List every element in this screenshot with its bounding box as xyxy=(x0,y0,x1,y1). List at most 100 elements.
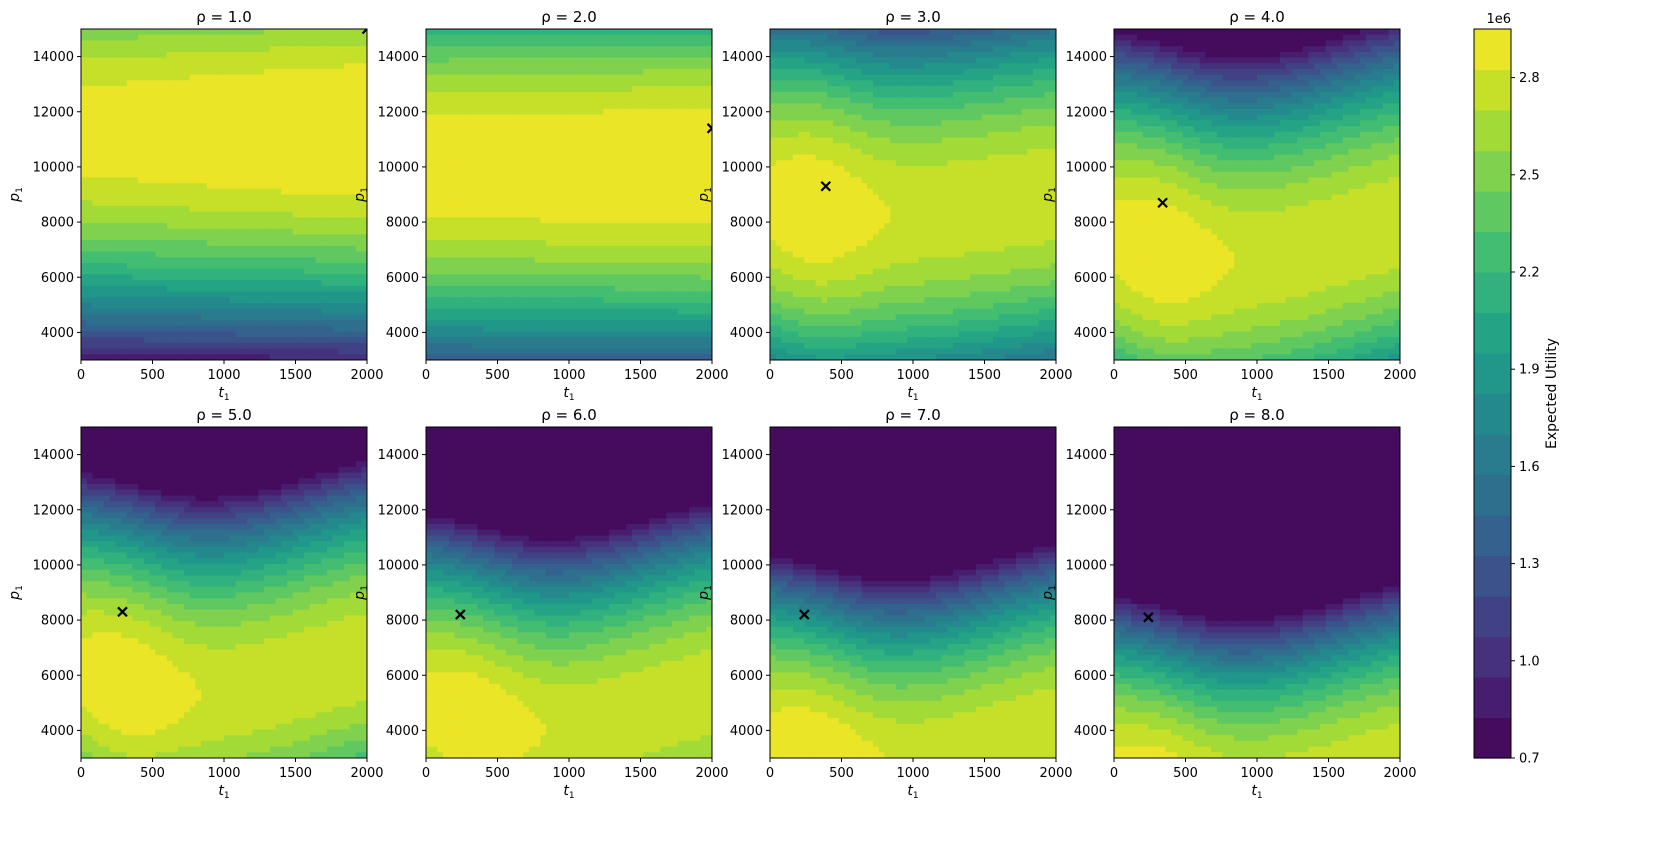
y-tick-label: 6000 xyxy=(386,669,419,684)
x-tick-label: 500 xyxy=(829,368,854,383)
colorbar-band xyxy=(1474,677,1511,719)
optimum-marker xyxy=(799,609,810,620)
x-tick-label: 2000 xyxy=(1383,766,1416,781)
x-tick-label: 0 xyxy=(766,766,774,781)
y-axis-label-sub: 1 xyxy=(360,585,370,591)
y-axis-label-sub: 1 xyxy=(15,187,25,193)
x-axis-label-main: t xyxy=(907,385,913,401)
contour-fill xyxy=(770,427,1056,758)
y-tick-label: 14000 xyxy=(1066,50,1107,65)
panel-title: ρ = 4.0 xyxy=(1229,8,1284,26)
y-axis-label-main: p xyxy=(7,591,23,601)
x-axis-label: t1 xyxy=(563,783,574,801)
y-tick-label: 14000 xyxy=(1066,448,1107,463)
x-tick-label: 0 xyxy=(422,766,430,781)
x-tick-label: 500 xyxy=(485,368,510,383)
x-axis-label-main: t xyxy=(563,783,569,799)
y-tick-label: 14000 xyxy=(33,50,74,65)
x-tick-label: 2000 xyxy=(695,368,728,383)
panels: 0 500 1000 1500 2000400060008000100001200014… xyxy=(7,8,1417,801)
y-tick-label: 4000 xyxy=(41,326,74,341)
colorbar-tick-label: 0.7 xyxy=(1519,752,1540,767)
y-tick-label: 12000 xyxy=(722,503,763,518)
colorbar-tick-label: 1.6 xyxy=(1519,460,1540,475)
x-tick-label: 500 xyxy=(485,766,510,781)
colorbar-band xyxy=(1474,353,1511,395)
y-tick-label: 12000 xyxy=(1066,105,1107,120)
x-axis-label-sub: 1 xyxy=(569,393,575,403)
y-tick-label: 10000 xyxy=(722,558,763,573)
x-tick-label: 0 xyxy=(1110,368,1118,383)
y-tick-label: 8000 xyxy=(41,216,74,231)
contour-fill xyxy=(81,29,367,360)
y-tick-label: 10000 xyxy=(33,558,74,573)
x-axis-label-main: t xyxy=(563,385,569,401)
y-tick-label: 6000 xyxy=(41,271,74,286)
y-axis-label: p1 xyxy=(352,585,370,601)
y-axis-label-main: p xyxy=(7,193,23,203)
panel-title: ρ = 7.0 xyxy=(885,406,940,424)
y-tick-label: 12000 xyxy=(722,105,763,120)
colorbar-band xyxy=(1474,272,1511,314)
x-tick-label: 1000 xyxy=(896,368,929,383)
x-tick-label: 500 xyxy=(829,766,854,781)
optimum-marker xyxy=(361,29,367,35)
colorbar-band xyxy=(1474,636,1511,678)
colorbar-band xyxy=(1474,474,1511,516)
y-tick-label: 8000 xyxy=(386,614,419,629)
x-axis-label: t1 xyxy=(563,385,574,403)
x-axis-label: t1 xyxy=(1251,385,1262,403)
y-tick-label: 6000 xyxy=(386,271,419,286)
x-axis-label-sub: 1 xyxy=(1257,791,1263,801)
y-tick-label: 4000 xyxy=(386,724,419,739)
optimum-marker xyxy=(117,606,128,618)
optimum-marker xyxy=(455,609,466,620)
x-tick-label: 0 xyxy=(766,368,774,383)
y-tick-label: 8000 xyxy=(730,614,763,629)
colorbar-tick-label: 1.3 xyxy=(1519,557,1540,572)
y-axis-label-main: p xyxy=(696,591,712,601)
x-tick-label: 1000 xyxy=(1240,368,1273,383)
y-tick-label: 8000 xyxy=(386,216,419,231)
colorbar-band xyxy=(1474,555,1511,597)
panel: 0 500 1000 1500 2000400060008000100001200014… xyxy=(1040,406,1417,801)
y-axis-label: p1 xyxy=(1040,585,1058,601)
x-axis-label-sub: 1 xyxy=(913,393,919,403)
y-axis-label: p1 xyxy=(1040,187,1058,203)
optimum-marker xyxy=(1157,197,1168,209)
y-axis-label-sub: 1 xyxy=(360,187,370,193)
y-tick-label: 6000 xyxy=(730,669,763,684)
x-tick-label: 1500 xyxy=(624,368,657,383)
y-tick-label: 10000 xyxy=(722,160,763,175)
y-tick-label: 6000 xyxy=(1074,669,1107,684)
y-tick-label: 4000 xyxy=(1074,326,1107,341)
y-tick-label: 10000 xyxy=(33,160,74,175)
colorbar-band xyxy=(1474,231,1511,273)
x-axis-label: t1 xyxy=(218,783,229,801)
colorbar-band xyxy=(1474,515,1511,557)
y-axis-label-main: p xyxy=(696,193,712,203)
x-axis-label-main: t xyxy=(907,783,913,799)
x-axis-label: t1 xyxy=(1251,783,1262,801)
contour-fill xyxy=(426,427,712,758)
x-axis-label-sub: 1 xyxy=(569,791,575,801)
colorbar-tick-label: 2.5 xyxy=(1519,168,1540,183)
x-axis-label-main: t xyxy=(218,385,224,401)
y-tick-label: 8000 xyxy=(730,216,763,231)
y-axis-label-sub: 1 xyxy=(704,585,714,591)
y-axis-label: p1 xyxy=(696,187,714,203)
panel: 0 500 1000 1500 2000400060008000100001200014… xyxy=(696,406,1073,801)
y-tick-label: 6000 xyxy=(1074,271,1107,286)
y-tick-label: 12000 xyxy=(33,503,74,518)
y-tick-label: 14000 xyxy=(378,50,419,65)
y-tick-label: 12000 xyxy=(33,105,74,120)
y-axis-label: p1 xyxy=(7,187,25,203)
x-axis-label-sub: 1 xyxy=(1257,393,1263,403)
x-tick-label: 1000 xyxy=(1240,766,1273,781)
panel-title: ρ = 2.0 xyxy=(541,8,596,26)
x-tick-label: 2000 xyxy=(350,766,383,781)
x-tick-label: 1500 xyxy=(624,766,657,781)
y-tick-label: 12000 xyxy=(1066,503,1107,518)
y-tick-label: 12000 xyxy=(378,503,419,518)
colorbar-frame xyxy=(1473,28,1512,759)
